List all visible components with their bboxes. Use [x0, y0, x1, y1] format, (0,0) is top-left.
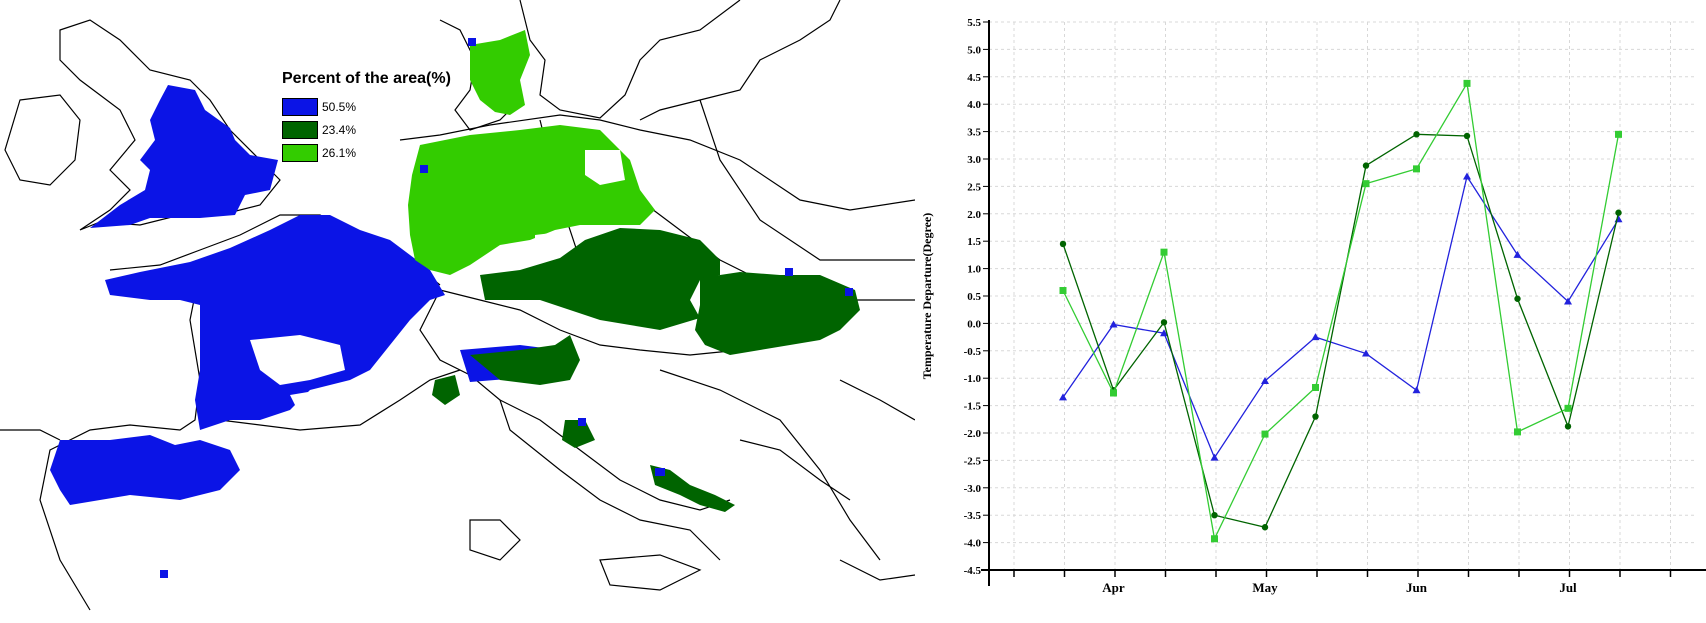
temperature-chart: 5.5 5.0 4.5 4.0 3.5 3.0 2.5 2.0 1.5 1.0 0.5 0.0 -0.5…	[915, 0, 1706, 618]
y-tick-label: 3.0	[967, 154, 981, 166]
legend-title: Percent of the area(%)	[282, 70, 451, 87]
data-point	[1615, 209, 1622, 216]
data-point	[1312, 384, 1319, 392]
y-tick-label: -1.0	[964, 373, 982, 385]
series-line	[1062, 81, 1620, 541]
y-tick-label: -2.5	[964, 455, 982, 467]
legend-label-blue: 50.5%	[322, 100, 357, 114]
data-point	[1210, 453, 1219, 461]
y-tick-label: 1.0	[967, 264, 981, 276]
data-point	[1312, 413, 1319, 420]
region-blue-holes	[250, 335, 345, 415]
data-point	[1109, 320, 1118, 328]
x-tick-label: Jun	[1406, 580, 1428, 595]
data-point	[1463, 172, 1471, 180]
data-point	[1160, 329, 1168, 337]
y-tick-label: -4.5	[964, 565, 982, 577]
data-point	[1261, 376, 1269, 384]
data-point	[1514, 295, 1521, 302]
legend-label-light-green: 26.1%	[322, 146, 357, 160]
y-tick-label: -1.5	[964, 401, 982, 413]
y-tick-label: 0.5	[967, 291, 981, 303]
data-point	[1564, 297, 1572, 305]
region-blue-spots	[420, 38, 853, 476]
data-point	[1463, 79, 1471, 87]
legend-swatch-blue	[282, 98, 318, 116]
legend-swatch-dark-green	[282, 121, 318, 139]
data-point	[1564, 423, 1572, 430]
series-line	[1062, 133, 1620, 529]
data-point	[1362, 180, 1370, 188]
data-point	[1615, 130, 1622, 138]
data-point	[1362, 349, 1370, 357]
data-point	[1564, 404, 1572, 412]
y-tick-label: -0.5	[964, 346, 982, 358]
y-tick-label: -2.0	[964, 428, 982, 440]
legend-swatch-light-green	[282, 144, 318, 162]
y-tick-label: 0.0	[967, 318, 981, 330]
y-tick-label: 4.0	[967, 99, 981, 111]
data-point	[1412, 386, 1421, 394]
region-dark-green	[432, 228, 860, 512]
data-point	[1211, 512, 1218, 519]
y-tick-label: 3.5	[967, 127, 981, 139]
europe-map: Percent of the area(%) 50.5% 23.4% 26.1%	[0, 0, 915, 611]
data-point	[1311, 333, 1320, 341]
y-tick-label: 2.5	[967, 181, 981, 193]
map-legend: Percent of the area(%) 50.5% 23.4% 26.1%	[282, 70, 451, 162]
y-tick-label: 2.0	[967, 209, 981, 221]
y-tick-label: 4.5	[967, 72, 981, 84]
data-point	[1463, 132, 1471, 140]
data-point	[1513, 250, 1522, 258]
data-point	[1362, 162, 1370, 169]
y-axis-label: Temperature Departure(Degree)	[920, 213, 934, 380]
data-point	[1514, 428, 1521, 436]
y-tick-label: 1.5	[967, 236, 981, 248]
data-point	[1413, 131, 1420, 138]
data-point	[1059, 287, 1067, 295]
data-point	[1059, 393, 1067, 401]
data-point	[1160, 248, 1168, 256]
data-point	[1110, 389, 1117, 397]
data-point	[1160, 319, 1168, 326]
x-tick-label: Apr	[1102, 580, 1125, 595]
y-tick-label: 5.0	[967, 44, 981, 56]
data-point	[1211, 535, 1218, 543]
y-tick-label: -4.0	[964, 538, 982, 550]
data-point	[1261, 430, 1269, 438]
data-point	[1059, 240, 1067, 248]
x-tick-label: Jul	[1559, 580, 1577, 595]
legend-label-dark-green: 23.4%	[322, 123, 357, 137]
y-tick-label: 5.5	[967, 17, 981, 29]
y-tick-label: -3.5	[964, 510, 982, 522]
series-line	[1062, 174, 1620, 460]
chart-canvas: 5.5 5.0 4.5 4.0 3.5 3.0 2.5 2.0 1.5 1.0 0.5 0.0 -0.5…	[920, 17, 1706, 595]
region-light-green-holes	[535, 150, 625, 262]
y-tick-label: -3.0	[964, 483, 982, 495]
map-canvas	[0, 0, 915, 611]
data-point	[1413, 165, 1420, 173]
data-point	[1614, 215, 1623, 223]
data-point	[1261, 524, 1269, 531]
x-tick-label: May	[1252, 580, 1278, 595]
